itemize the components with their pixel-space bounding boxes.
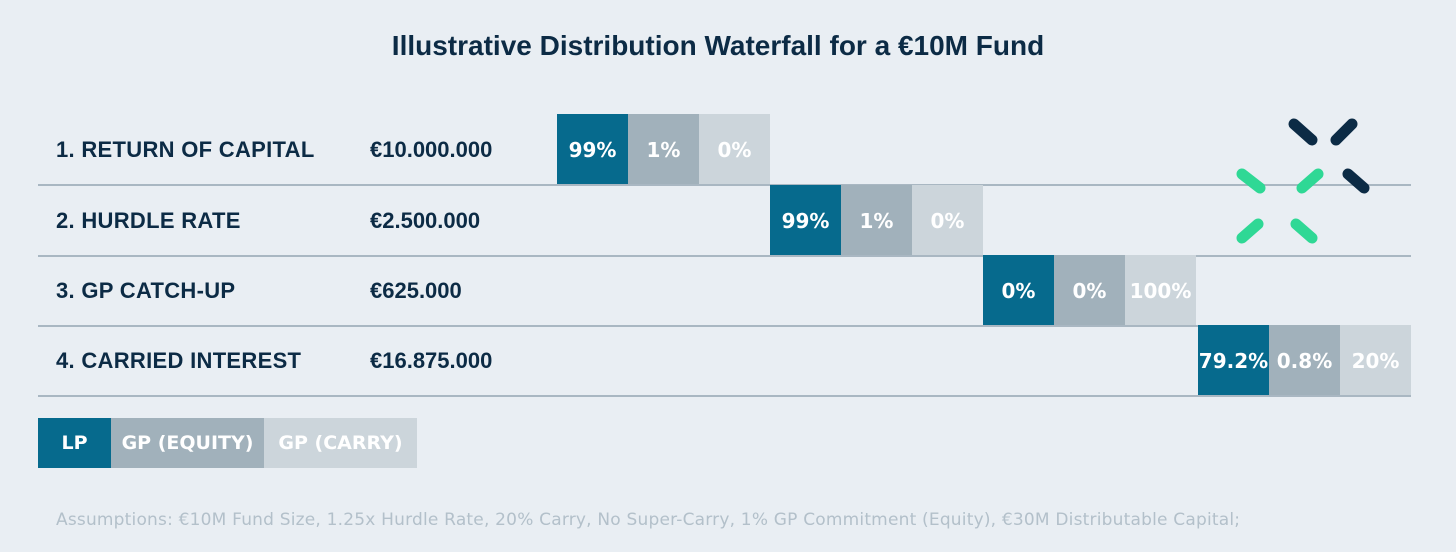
legend-item: GP (EQUITY) (111, 418, 264, 468)
legend-item: LP (38, 418, 111, 468)
logo-stroke (1290, 218, 1318, 244)
split-cell: 0% (912, 185, 983, 256)
logo-stroke (1236, 218, 1264, 244)
logo-stroke (1342, 168, 1370, 194)
split-cell: 1% (628, 114, 699, 185)
row-label: 4. CARRIED INTEREST (56, 348, 302, 373)
brand-mark-icon (1236, 118, 1370, 244)
split-cell: 79.2% (1198, 325, 1269, 396)
split-cell: 20% (1340, 325, 1411, 396)
split-cell: 0% (983, 255, 1054, 326)
logo-stroke (1330, 118, 1358, 146)
split-cell: 100% (1125, 255, 1196, 326)
row-amount: €2.500.000 (370, 208, 481, 233)
logo-stroke (1288, 118, 1318, 146)
row-divider (38, 395, 1411, 397)
legend-item: GP (CARRY) (264, 418, 417, 468)
split-cell: 99% (770, 185, 841, 256)
row-divider (38, 325, 1411, 327)
row-amount: €10.000.000 (370, 137, 493, 162)
row-label: 1. RETURN OF CAPITAL (56, 137, 315, 162)
row-label: 2. HURDLE RATE (56, 208, 241, 233)
chart-title: Illustrative Distribution Waterfall for … (391, 30, 1045, 61)
row-divider (38, 184, 1411, 186)
split-cell: 1% (841, 185, 912, 256)
logo-stroke (1296, 168, 1324, 194)
split-cell: 99% (557, 114, 628, 185)
row-divider (38, 255, 1411, 257)
split-cell: 0% (699, 114, 770, 185)
row-label: 3. GP CATCH-UP (56, 278, 236, 303)
row-amount: €16.875.000 (370, 348, 493, 373)
assumptions-note: Assumptions: €10M Fund Size, 1.25x Hurdl… (56, 510, 1241, 530)
split-cell: 0.8% (1269, 325, 1340, 396)
row-amount: €625.000 (370, 278, 462, 303)
split-cell: 0% (1054, 255, 1125, 326)
logo-stroke (1236, 168, 1266, 194)
